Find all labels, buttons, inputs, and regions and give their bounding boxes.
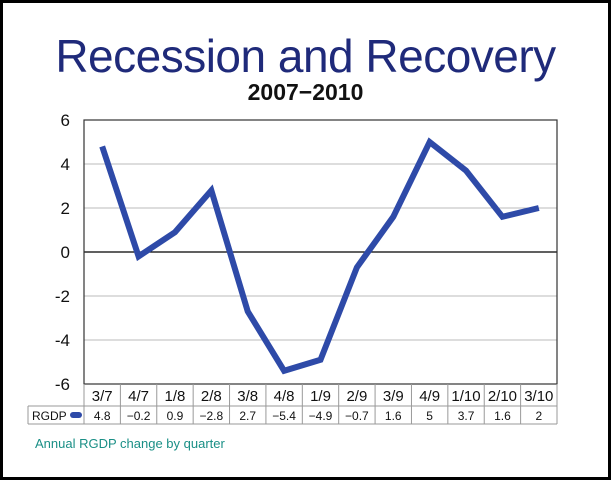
data-label: 4.8 [94, 409, 111, 423]
x-tick-label: 3/9 [383, 388, 404, 405]
data-label: −0.7 [345, 409, 369, 423]
chart-subtitle: 2007−2010 [247, 79, 364, 105]
y-tick-label: -6 [55, 375, 70, 394]
plot-area [83, 119, 558, 385]
y-tick-label: -2 [55, 287, 70, 306]
series-line-rgdp [99, 137, 540, 375]
y-tick-label: 6 [61, 111, 70, 130]
chart-note: Annual RGDP change by quarter [35, 436, 225, 451]
x-tick-label: 4/9 [419, 388, 440, 405]
data-label: 1.6 [385, 409, 402, 423]
x-tick-label: 1/8 [165, 388, 186, 405]
y-tick-label: -4 [55, 331, 70, 350]
x-tick-label: 4/7 [128, 388, 149, 405]
data-label: −0.2 [127, 409, 151, 423]
x-tick-label: 3/8 [237, 388, 258, 405]
legend-label: RGDP [32, 409, 67, 423]
data-label: −2.8 [199, 409, 223, 423]
x-tick-label: 2/8 [201, 388, 222, 405]
data-label: 2.7 [239, 409, 256, 423]
y-tick-label: 2 [61, 199, 70, 218]
x-tick-label: 2/9 [346, 388, 367, 405]
chart-title: Recession and Recovery [55, 30, 556, 82]
data-label: 3.7 [458, 409, 475, 423]
line-chart: 6 4 2 0 -2 -4 -6 3/7 4.8 4/7 −0.2 1/8 0.9 2/8 −2.8 3/8 2… [27, 111, 558, 425]
x-tick-label: 3/7 [92, 388, 113, 405]
x-tick-label: 4/8 [274, 388, 295, 405]
legend-swatch [70, 412, 82, 418]
x-tick-label: 3/10 [524, 388, 553, 405]
data-label: −5.4 [272, 409, 296, 423]
data-label: −4.9 [309, 409, 333, 423]
data-label: 5 [426, 409, 433, 423]
data-label: 2 [535, 409, 542, 423]
data-label: 0.9 [167, 409, 184, 423]
x-tick-label: 1/9 [310, 388, 331, 405]
y-tick-label: 4 [61, 155, 70, 174]
data-label: 1.6 [494, 409, 511, 423]
x-tick-label: 1/10 [451, 388, 480, 405]
y-tick-label: 0 [61, 243, 70, 262]
x-tick-label: 2/10 [488, 388, 517, 405]
